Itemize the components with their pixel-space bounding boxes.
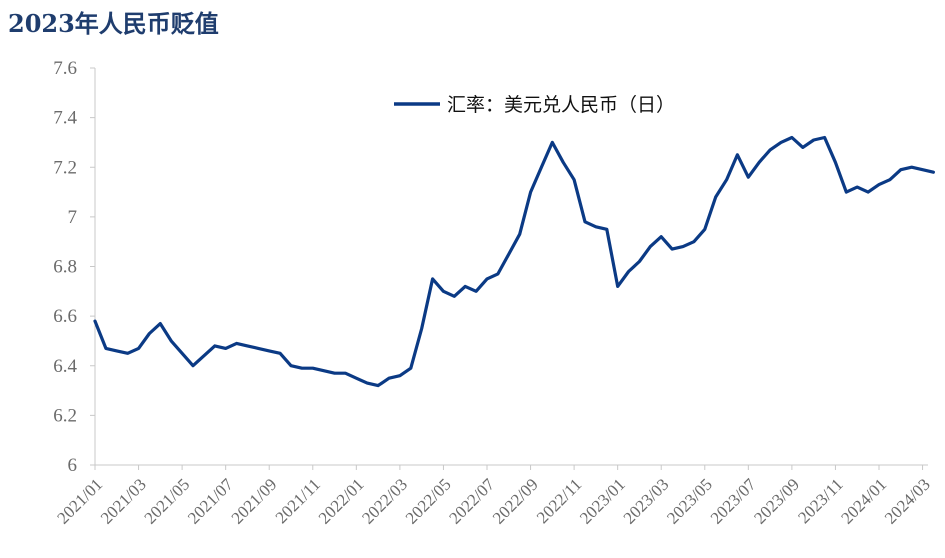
x-tick-label: 2021/09	[228, 475, 281, 528]
x-tick-label: 2021/07	[184, 474, 237, 527]
x-tick-label: 2021/11	[272, 475, 324, 527]
legend-label: 汇率：美元兑人民币（日）	[447, 94, 675, 116]
x-tick-label: 2022/03	[358, 475, 411, 528]
x-tick-label: 2022/09	[489, 475, 542, 528]
x-axis: 2021/012021/032021/052021/072021/092021/…	[53, 464, 934, 528]
y-tick-label: 6.6	[53, 306, 77, 327]
y-tick-label: 6.4	[53, 356, 77, 377]
y-tick-label: 6.8	[53, 257, 77, 278]
y-axis: 6 6.2 6.4 6.6 6.8 7 7.2 7.4 7.6	[53, 58, 96, 476]
x-tick-label: 2022/11	[533, 475, 585, 527]
x-tick-label: 2023/07	[707, 474, 760, 527]
legend: 汇率：美元兑人民币（日）	[394, 94, 675, 116]
x-tick-label: 2021/01	[53, 475, 106, 528]
x-tick-label: 2022/05	[402, 475, 455, 528]
x-tick-label: 2023/09	[750, 475, 803, 528]
x-tick-label: 2023/11	[794, 475, 846, 527]
x-tick-label: 2022/07	[445, 474, 498, 527]
x-tick-label: 2023/05	[663, 475, 716, 528]
y-tick-label: 6.2	[53, 405, 77, 426]
x-tick-label: 2021/03	[97, 475, 150, 528]
y-tick-label: 7.6	[53, 58, 77, 79]
page-title: 2023年人民币贬值	[8, 9, 219, 38]
x-tick-label: 2023/03	[620, 475, 673, 528]
y-tick-label: 7.4	[53, 108, 77, 129]
x-tick-label: 2023/01	[576, 475, 629, 528]
series-line	[93, 135, 936, 388]
y-tick-label: 6	[68, 455, 78, 476]
x-tick-label: 2024/01	[837, 475, 890, 528]
y-tick-label: 7	[68, 207, 78, 228]
x-tick-label: 2024/03	[881, 475, 934, 528]
x-tick-label: 2021/05	[141, 475, 194, 528]
series-layer	[93, 135, 936, 388]
x-tick-label: 2022/01	[315, 475, 368, 528]
y-tick-label: 7.2	[53, 157, 77, 178]
